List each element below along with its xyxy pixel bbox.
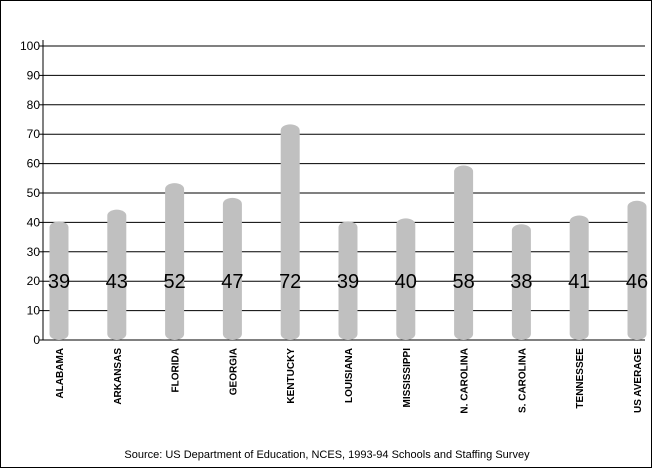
y-tick-label: 0 bbox=[33, 333, 40, 347]
category-label: KENTUCKY bbox=[286, 348, 297, 404]
category-label: GEORGIA bbox=[228, 348, 239, 395]
bar bbox=[49, 221, 69, 340]
y-tick-label: 20 bbox=[27, 274, 41, 288]
category-label: N. CAROLINA bbox=[460, 348, 471, 414]
data-label: 43 bbox=[106, 271, 128, 293]
bar bbox=[165, 183, 185, 340]
bar bbox=[338, 221, 358, 340]
data-label: 38 bbox=[510, 271, 532, 293]
data-label: 72 bbox=[279, 271, 301, 293]
y-tick-label: 100 bbox=[20, 39, 40, 53]
overlay-text: 0 10 20 30 40 50 60 70 80 90 100 39 ALABAMA 43 ARKANSA… bbox=[20, 39, 648, 414]
y-tick-label: 40 bbox=[27, 215, 41, 229]
bar bbox=[222, 197, 242, 340]
y-tick-label: 10 bbox=[27, 304, 41, 318]
y-tick-label: 50 bbox=[27, 186, 41, 200]
category-label: ALABAMA bbox=[55, 348, 66, 399]
data-label: 41 bbox=[568, 271, 590, 293]
data-label: 58 bbox=[452, 271, 474, 293]
y-tick-label: 30 bbox=[27, 245, 41, 259]
category-label: S. CAROLINA bbox=[517, 348, 528, 413]
bar bbox=[627, 200, 647, 340]
bars bbox=[49, 124, 647, 340]
category-label: FLORIDA bbox=[171, 348, 182, 392]
data-label: 39 bbox=[48, 271, 70, 293]
bar bbox=[280, 124, 300, 340]
data-label: 52 bbox=[163, 271, 185, 293]
bar bbox=[454, 165, 474, 340]
source-note: Source: US Department of Education, NCES… bbox=[124, 449, 530, 461]
data-label: 40 bbox=[395, 271, 417, 293]
category-label: ARKANSAS bbox=[113, 348, 124, 405]
category-label: LOUISIANA bbox=[344, 348, 355, 403]
y-tick-label: 80 bbox=[27, 98, 41, 112]
category-label: MISSISSIPPI bbox=[402, 348, 413, 408]
bar bbox=[569, 215, 589, 340]
y-tick-label: 60 bbox=[27, 157, 41, 171]
bar bbox=[511, 224, 531, 340]
y-tick-label: 70 bbox=[27, 127, 41, 141]
category-label: TENNESSEE bbox=[575, 348, 586, 409]
data-label: 39 bbox=[337, 271, 359, 293]
data-label: 46 bbox=[626, 271, 648, 293]
category-label: US AVERAGE bbox=[633, 348, 644, 413]
data-label: 47 bbox=[221, 271, 243, 293]
bar bbox=[396, 218, 416, 340]
bar bbox=[107, 209, 127, 340]
y-tick-label: 90 bbox=[27, 68, 41, 82]
